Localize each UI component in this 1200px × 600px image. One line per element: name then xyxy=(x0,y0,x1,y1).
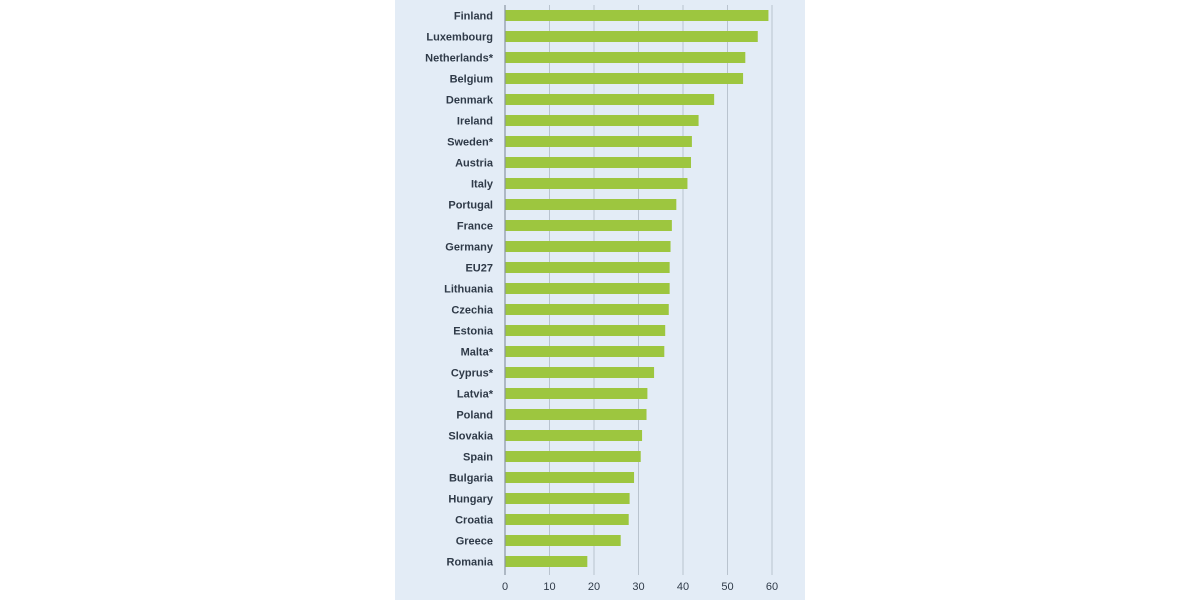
bar xyxy=(505,10,769,21)
category-label: Greece xyxy=(456,536,493,548)
bar xyxy=(505,388,648,399)
bar xyxy=(505,430,643,441)
bar xyxy=(505,472,635,483)
bar xyxy=(505,136,692,147)
bar-chart: Finland Luxembourg Netherlands* Belgium Denm… xyxy=(425,5,778,593)
bar xyxy=(505,241,671,252)
bar xyxy=(505,283,670,294)
category-label: Finland xyxy=(454,11,493,23)
bar xyxy=(505,262,670,273)
bar xyxy=(505,514,629,525)
category-label: Estonia xyxy=(453,326,494,338)
category-label: EU27 xyxy=(465,263,493,275)
category-label: Cyprus* xyxy=(451,368,494,380)
bar xyxy=(505,409,647,420)
bar xyxy=(505,52,746,63)
category-label: Lithuania xyxy=(444,284,494,296)
x-tick-label: 20 xyxy=(588,581,600,593)
category-label: France xyxy=(457,221,493,233)
bar xyxy=(505,157,692,168)
category-label: Malta* xyxy=(461,347,494,359)
category-label: Belgium xyxy=(450,74,494,86)
category-labels: Finland Luxembourg Netherlands* Belgium Denm… xyxy=(425,11,494,569)
bar xyxy=(505,346,665,357)
category-label: Croatia xyxy=(455,515,494,527)
x-tick-label: 0 xyxy=(502,581,508,593)
bar xyxy=(505,115,699,126)
category-label: Italy xyxy=(471,179,494,191)
category-label: Slovakia xyxy=(448,431,494,443)
bar xyxy=(505,220,672,231)
category-label: Latvia* xyxy=(457,389,494,401)
category-label: Germany xyxy=(445,242,494,254)
category-label: Poland xyxy=(456,410,493,422)
bar xyxy=(505,199,677,210)
bar xyxy=(505,325,666,336)
category-label: Czechia xyxy=(451,305,493,317)
x-axis-ticks: 0 10 20 30 40 50 60 xyxy=(502,581,778,593)
x-tick-label: 50 xyxy=(721,581,733,593)
bar xyxy=(505,556,588,567)
bar xyxy=(505,304,669,315)
x-tick-label: 30 xyxy=(632,581,644,593)
bar xyxy=(505,451,641,462)
bar xyxy=(505,178,688,189)
bar xyxy=(505,31,758,42)
category-label: Bulgaria xyxy=(449,473,494,485)
category-label: Ireland xyxy=(457,116,493,128)
bar xyxy=(505,73,744,84)
category-label: Sweden* xyxy=(447,137,494,149)
bar xyxy=(505,94,715,105)
category-label: Portugal xyxy=(448,200,493,212)
category-label: Spain xyxy=(463,452,493,464)
category-label: Romania xyxy=(447,557,494,569)
category-label: Netherlands* xyxy=(425,53,494,65)
category-label: Austria xyxy=(455,158,494,170)
category-label: Luxembourg xyxy=(426,32,493,44)
category-label: Hungary xyxy=(448,494,494,506)
x-tick-label: 10 xyxy=(543,581,555,593)
x-tick-label: 60 xyxy=(766,581,778,593)
bar xyxy=(505,493,630,504)
bars xyxy=(505,10,769,567)
bar xyxy=(505,367,655,378)
x-tick-label: 40 xyxy=(677,581,689,593)
bar xyxy=(505,535,621,546)
category-label: Denmark xyxy=(446,95,494,107)
chart-panel: Finland Luxembourg Netherlands* Belgium Denm… xyxy=(395,0,805,600)
